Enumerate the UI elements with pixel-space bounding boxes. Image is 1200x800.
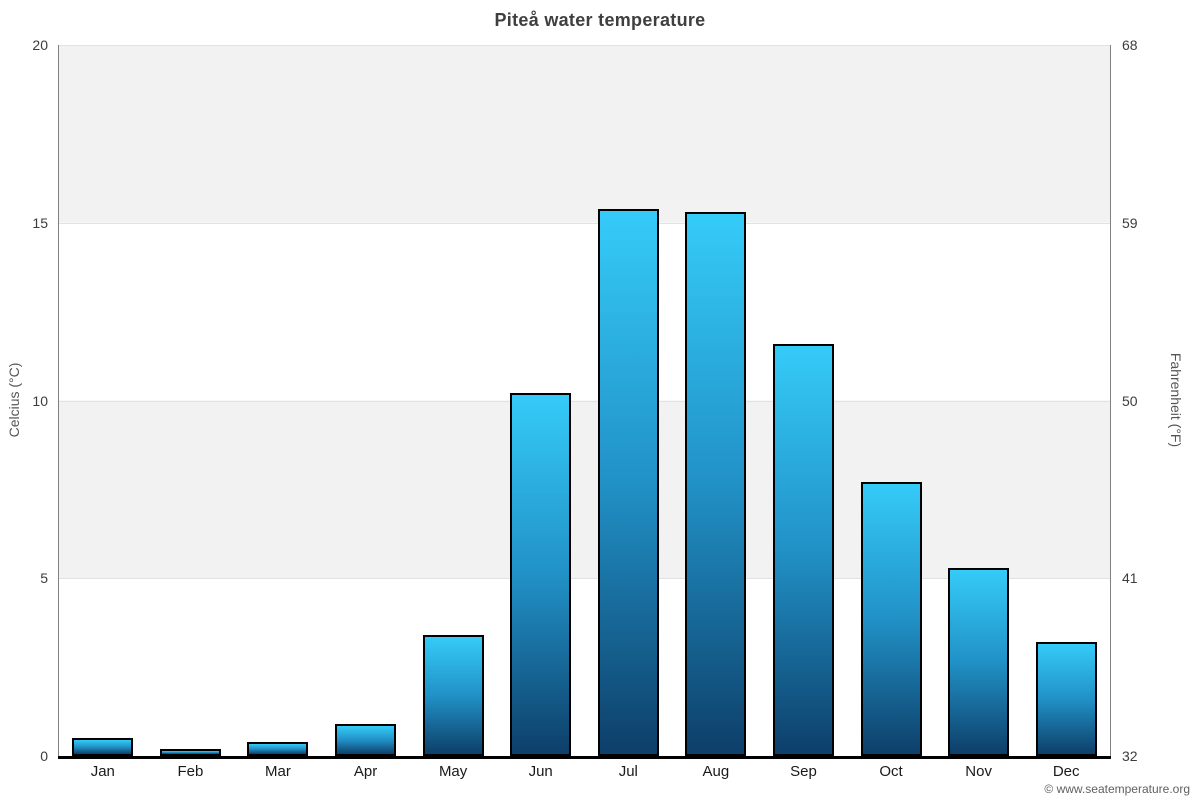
bar-nov[interactable] [948,567,1010,756]
bar-aug[interactable] [685,212,747,756]
celsius-tick-10: 10 [32,392,48,409]
celsius-axis-line [58,45,59,756]
bar-mar[interactable] [247,741,309,756]
celsius-tick-0: 0 [40,748,48,764]
month-label-oct: Oct [879,763,903,780]
bar-sep[interactable] [772,343,834,756]
fahrenheit-axis-title: Fahrenheit (°F) [1168,352,1184,448]
month-label-may: May [438,763,468,780]
gridline-10c [59,400,1110,402]
bar-feb[interactable] [159,748,221,756]
gridline-5c [59,578,1110,580]
month-label-jul: Jul [618,763,638,780]
month-label-feb: Feb [177,763,204,780]
month-label-apr: Apr [353,763,378,780]
month-label-aug: Aug [702,763,730,780]
celsius-tick-5: 5 [40,570,48,587]
bar-oct[interactable] [860,482,922,756]
credit-link[interactable]: © www.seatemperature.org [1044,782,1190,796]
celsius-tick-15: 15 [32,214,48,231]
month-label-mar: Mar [265,763,291,780]
bar-jul[interactable] [597,208,659,756]
fahrenheit-tick-59: 59 [1122,214,1138,231]
month-label-nov: Nov [965,763,992,780]
fahrenheit-axis-line [1110,45,1111,756]
bar-may[interactable] [422,635,484,756]
month-label-jun: Jun [528,763,553,780]
fahrenheit-tick-41: 41 [1122,570,1138,587]
x-axis-baseline [58,756,1111,759]
fahrenheit-tick-32: 32 [1122,748,1138,764]
fahrenheit-tick-50: 50 [1122,392,1138,409]
bar-jun[interactable] [510,393,572,756]
bar-apr[interactable] [335,724,397,756]
month-label-dec: Dec [1052,763,1080,780]
month-label-sep: Sep [790,763,817,780]
bar-dec[interactable] [1035,642,1097,756]
gridline-15c [59,222,1110,224]
month-label-jan: Jan [90,763,115,780]
celsius-tick-20: 20 [32,37,48,53]
bar-jan[interactable] [72,738,134,756]
chart-title: Piteå water temperature [494,10,706,30]
fahrenheit-tick-68: 68 [1122,37,1138,53]
gridline-20c [59,45,1110,46]
